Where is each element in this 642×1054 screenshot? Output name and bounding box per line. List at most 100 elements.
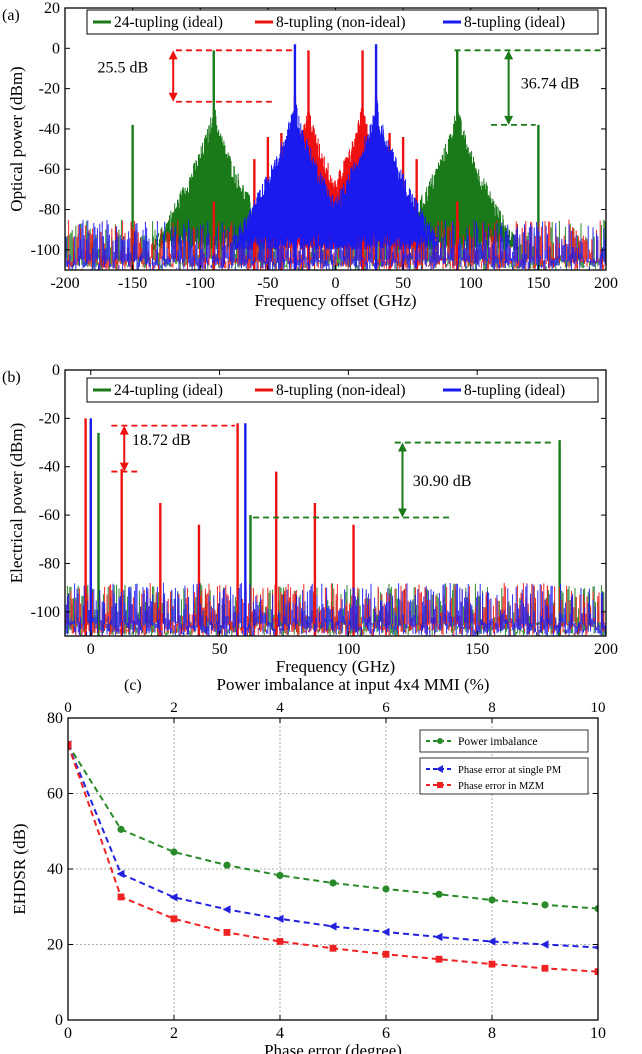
legend-box: [419, 729, 589, 753]
x-tick-label: 8: [488, 1025, 496, 1042]
x-axis-label: Frequency offset (GHz): [254, 291, 416, 310]
y-tick-label: -60: [39, 161, 60, 178]
x2-tick-label: 10: [591, 700, 606, 716]
series-8-tupling-ideal-: [65, 418, 606, 636]
data-point: [222, 905, 231, 914]
annotation-arrowhead: [504, 50, 514, 60]
x-tick-label: -100: [186, 275, 215, 292]
annotation-label: 25.5 dB: [97, 59, 148, 76]
y-tick-label: -80: [39, 555, 60, 572]
x-tick-label: 200: [594, 641, 618, 658]
x-tick-label: -150: [118, 275, 147, 292]
y-tick-label: 0: [55, 1012, 63, 1029]
y-axis-label: EHDSR (dB): [10, 823, 29, 914]
data-point: [117, 825, 125, 833]
legend-box: [86, 377, 599, 403]
series-phase-error-in-mzm: [68, 741, 598, 976]
y-tick-label: -40: [39, 459, 60, 476]
annotation: 18.72 dB: [111, 424, 236, 473]
y-axis-label: Electrical power (dBm): [7, 423, 26, 584]
legend-entry: 24-tupling (ideal): [114, 14, 223, 31]
annotation: 25.5 dB: [97, 49, 293, 103]
legend-marker: [437, 738, 443, 744]
plot-area: [68, 740, 598, 976]
data-point: [382, 950, 390, 958]
legend: 24-tupling (ideal) 8-tupling (non-ideal) 8…: [86, 9, 599, 35]
data-point: [488, 896, 496, 904]
legend-entry: Phase error at single PM: [458, 765, 562, 776]
annotation-arrowhead: [119, 425, 129, 435]
y-tick-label: 20: [47, 937, 63, 954]
x-tick-label: 100: [336, 641, 360, 658]
x2-tick-label: 8: [488, 700, 496, 716]
x-axis-label: Frequency (GHz): [276, 657, 395, 676]
x-tick-label: 150: [526, 275, 550, 292]
annotation-arrowhead: [168, 92, 178, 102]
panel-label: (b): [2, 369, 21, 386]
data-point: [594, 905, 598, 913]
x-axis-label: Phase error (degree): [264, 1041, 402, 1054]
y-tick-label: -40: [39, 121, 60, 138]
data-point: [488, 960, 496, 968]
x-tick-label: 150: [465, 641, 489, 658]
annotation-label-bg: [518, 74, 583, 93]
annotation-arrowhead: [168, 50, 178, 60]
y-tick-label: 20: [44, 0, 60, 17]
annotation: 36.74 dB: [454, 49, 601, 126]
axes-frame: [64, 369, 607, 637]
annotation: 30.90 dB: [253, 441, 555, 519]
x-tick-label: 0: [87, 641, 95, 658]
legend-marker: [436, 765, 443, 773]
y-tick-label: -60: [39, 507, 60, 524]
x-tick-label: 6: [382, 1025, 390, 1042]
annotation-arrowhead: [504, 115, 514, 125]
chart-panel-2: 0 50 100 150 200 0 -20 -40 -60 -80 -100 Frequency (…: [2, 362, 618, 676]
legend-box: [419, 757, 589, 795]
legend-entry: 8-tupling (ideal): [464, 382, 565, 399]
series-8-tupling-non-ideal-: [65, 418, 606, 636]
data-point: [276, 871, 284, 880]
legend-box: [86, 9, 599, 35]
data-point: [434, 932, 443, 942]
legend-entry: Power imbalance: [458, 736, 538, 748]
y-tick-label: -80: [39, 202, 60, 219]
data-point: [275, 914, 284, 924]
legend-entry: 8-tupling (non-ideal): [276, 14, 406, 31]
x-tick-label: -50: [257, 275, 278, 292]
annotation-arrowhead: [397, 508, 407, 518]
carrier-skirt: [314, 100, 438, 250]
x2-tick-label: 6: [382, 700, 390, 716]
annotation-label: 18.72 dB: [132, 432, 191, 449]
legend-entry: 24-tupling (ideal): [114, 382, 223, 399]
x2-tick-label: 2: [170, 700, 178, 716]
annotation-label: 36.74 dB: [521, 76, 580, 93]
plot-area: [65, 418, 606, 636]
y-tick-label: 80: [47, 710, 63, 727]
x-tick-label: 10: [590, 1025, 606, 1042]
data-point: [487, 937, 496, 946]
x-tick-label: 2: [170, 1025, 178, 1042]
data-point: [541, 964, 549, 972]
data-point: [169, 893, 178, 902]
plot-area: [65, 44, 606, 270]
series-24-tupling-ideal-: [65, 432, 606, 636]
y-tick-label: 40: [47, 861, 63, 878]
annotation-arrowhead: [119, 462, 129, 472]
data-point: [170, 848, 178, 856]
series-power-imbalance: [68, 740, 598, 913]
x-tick-label: 50: [212, 641, 228, 658]
x2-tick-label: 0: [64, 700, 72, 716]
y-tick-label: 60: [47, 786, 63, 803]
data-point: [68, 741, 72, 748]
x2-tick-label: 4: [276, 700, 284, 716]
series-8-tupling-ideal-: [65, 44, 606, 270]
annotation-label: 30.90 dB: [413, 473, 472, 490]
noise-floor: [65, 219, 606, 270]
x-tick-label: -200: [50, 275, 79, 292]
data-point: [329, 944, 337, 952]
data-point: [276, 938, 284, 945]
data-point: [593, 945, 598, 950]
data-point: [381, 927, 390, 937]
noise-floor: [65, 582, 606, 636]
